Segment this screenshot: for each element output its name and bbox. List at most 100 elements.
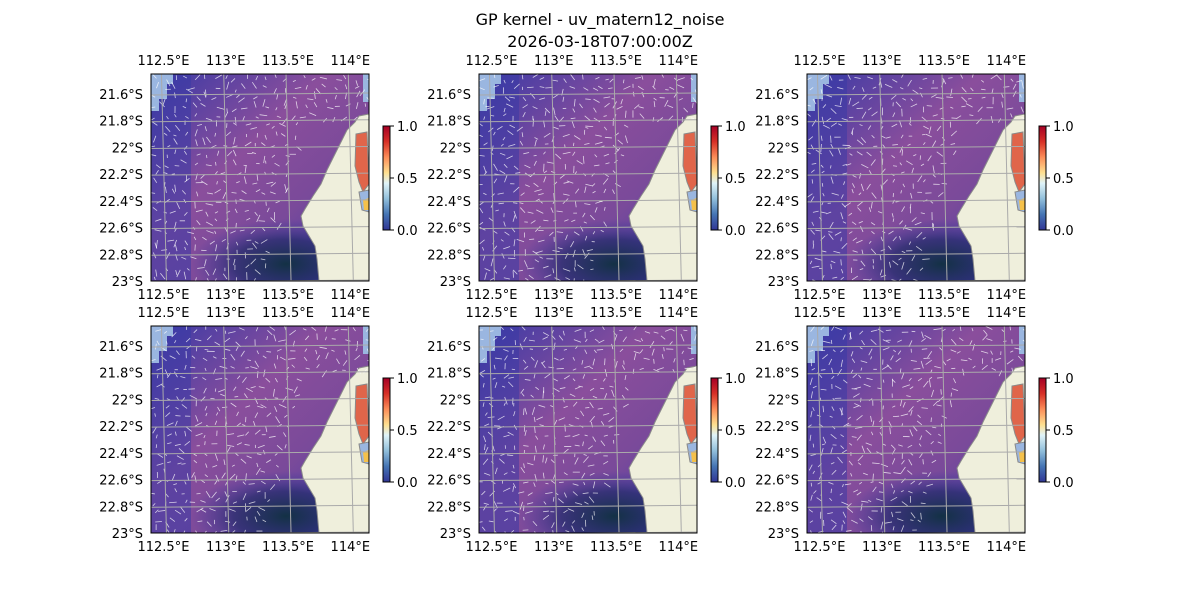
map-field	[151, 74, 369, 281]
map-frame	[478, 73, 698, 282]
y-tick-label: 21.8°S	[99, 115, 143, 130]
x-tick-label-bottom: 114°E	[987, 288, 1027, 303]
colorbar-tick-label: 1.0	[725, 120, 746, 135]
x-tick-label-top: 114°E	[987, 306, 1027, 321]
x-tick-label-bottom: 112.5°E	[793, 288, 845, 303]
y-tick-label: 21.6°S	[755, 340, 799, 355]
x-tick-label-bottom: 112.5°E	[793, 540, 845, 555]
x-tick-label-top: 114°E	[331, 54, 371, 69]
gridlines	[807, 74, 1025, 281]
x-tick-label-bottom: 113°E	[862, 288, 902, 303]
x-tick-label-top: 113°E	[534, 306, 574, 321]
y-tick-label: 21.6°S	[427, 88, 471, 103]
gridlines	[479, 74, 697, 281]
colorbar-2: 0.0 0.5 1.0	[710, 120, 746, 239]
map-frame	[478, 325, 698, 534]
y-tick-label: 23°S	[440, 527, 471, 542]
map-field	[479, 326, 697, 533]
map-panel-2: 112.5°E 112.5°E 113°E 113°E 113.5°E 113.5°E 11…	[427, 54, 746, 303]
colorbar-tick-label: 0.5	[397, 172, 418, 187]
x-tick-label-top: 112.5°E	[793, 306, 845, 321]
map-field	[807, 74, 1025, 281]
map-panel-6: 112.5°E 112.5°E 113°E 113°E 113.5°E 113.5°E 11…	[755, 306, 1074, 555]
y-tick-label: 22.6°S	[755, 222, 799, 237]
gridlines	[479, 326, 697, 533]
y-tick-label: 22.6°S	[755, 474, 799, 489]
y-tick-label: 22.8°S	[427, 500, 471, 515]
y-tick-label: 21.6°S	[99, 340, 143, 355]
x-tick-label-top: 113.5°E	[590, 54, 642, 69]
y-tick-label: 22.4°S	[427, 195, 471, 210]
x-tick-label-top: 112.5°E	[465, 306, 517, 321]
x-tick-label-top: 112.5°E	[137, 306, 189, 321]
x-tick-label-top: 114°E	[987, 54, 1027, 69]
map-frame	[806, 73, 1026, 282]
map-panel-4: 112.5°E 112.5°E 113°E 113°E 113.5°E 113.5°E 11…	[99, 306, 417, 555]
x-tick-label-top: 113.5°E	[262, 54, 314, 69]
y-tick-label: 22.4°S	[99, 447, 143, 462]
colorbar-tick-label: 0.0	[725, 476, 746, 491]
gridlines	[151, 326, 369, 533]
x-tick-label-bottom: 113°E	[862, 540, 902, 555]
y-tick-label: 22.2°S	[99, 420, 143, 435]
colorbar-tick-label: 1.0	[1053, 372, 1074, 387]
x-tick-label-top: 114°E	[659, 54, 699, 69]
y-tick-label: 22.6°S	[427, 222, 471, 237]
y-tick-label: 21.8°S	[755, 367, 799, 382]
map-panel-5: 112.5°E 112.5°E 113°E 113°E 113.5°E 113.5°E 11…	[427, 306, 746, 555]
wind-vectors	[807, 326, 1025, 533]
x-tick-label-bottom: 114°E	[659, 288, 699, 303]
y-tick-label: 22.2°S	[99, 168, 143, 183]
x-tick-label-top: 112.5°E	[465, 54, 517, 69]
y-tick-label: 22.2°S	[427, 420, 471, 435]
x-tick-label-bottom: 112.5°E	[465, 540, 517, 555]
y-tick-label: 22.8°S	[427, 248, 471, 263]
colorbar-5: 0.0 0.5 1.0	[710, 372, 746, 491]
colorbar-tick-label: 0.0	[1053, 476, 1074, 491]
figure-title-line1: GP kernel - uv_matern12_noise	[476, 10, 725, 30]
x-tick-label-bottom: 113°E	[534, 288, 574, 303]
y-tick-label: 22.4°S	[755, 447, 799, 462]
x-tick-label-bottom: 112.5°E	[465, 288, 517, 303]
wind-vectors	[479, 74, 697, 281]
y-tick-label: 22.2°S	[755, 168, 799, 183]
x-tick-label-top: 113°E	[534, 54, 574, 69]
y-tick-label: 21.6°S	[755, 88, 799, 103]
x-tick-label-top: 112.5°E	[793, 54, 845, 69]
y-tick-label: 22°S	[440, 393, 471, 408]
x-tick-label-bottom: 112.5°E	[137, 540, 189, 555]
y-tick-label: 22.8°S	[99, 500, 143, 515]
x-tick-label-bottom: 113°E	[206, 540, 246, 555]
y-tick-label: 22.6°S	[427, 474, 471, 489]
colorbar-tick-label: 0.5	[725, 424, 746, 439]
x-tick-label-bottom: 114°E	[659, 540, 699, 555]
colorbar-tick-label: 0.5	[725, 172, 746, 187]
x-tick-label-top: 113.5°E	[262, 306, 314, 321]
y-tick-label: 21.8°S	[427, 367, 471, 382]
y-tick-label: 22°S	[112, 141, 143, 156]
x-tick-label-top: 114°E	[331, 306, 371, 321]
x-tick-label-bottom: 114°E	[331, 288, 371, 303]
x-tick-label-top: 113.5°E	[918, 54, 970, 69]
y-tick-label: 22°S	[768, 393, 799, 408]
y-tick-label: 23°S	[112, 275, 143, 290]
colorbar-1: 0.0 0.5 1.0	[382, 120, 418, 239]
x-tick-label-top: 113°E	[206, 306, 246, 321]
map-panel-1: 112.5°E 112.5°E 113°E 113°E 113.5°E 113.5°E 11…	[99, 54, 418, 303]
y-tick-label: 22.8°S	[755, 248, 799, 263]
x-tick-label-top: 113°E	[862, 306, 902, 321]
y-tick-label: 22.2°S	[755, 420, 799, 435]
y-tick-label: 21.8°S	[427, 115, 471, 130]
colorbar-tick-label: 1.0	[725, 372, 746, 387]
y-tick-label: 22.8°S	[755, 500, 799, 515]
y-tick-label: 22.8°S	[99, 248, 143, 263]
map-frame	[806, 325, 1026, 534]
colorbar-tick-label: 1.0	[397, 120, 418, 135]
x-tick-label-bottom: 113°E	[206, 288, 246, 303]
panels: 112.5°E 112.5°E 113°E 113°E 113.5°E 113.5°E 11…	[99, 54, 1074, 555]
x-tick-label-bottom: 114°E	[331, 540, 371, 555]
x-tick-label-top: 114°E	[659, 306, 699, 321]
x-tick-label-top: 112.5°E	[137, 54, 189, 69]
colorbar-tick-label: 0.0	[397, 224, 418, 239]
